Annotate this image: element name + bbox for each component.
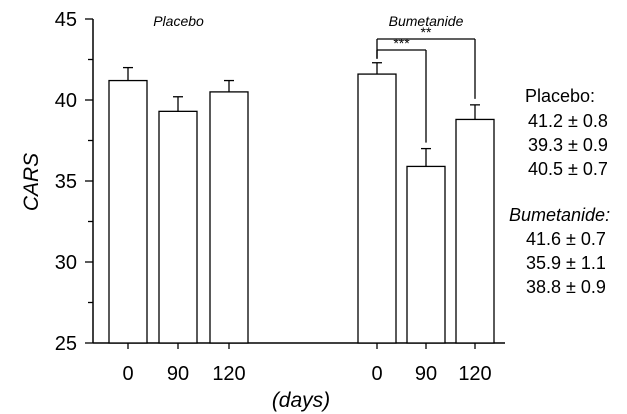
x-tick-label: 90 bbox=[415, 363, 437, 385]
y-tick-label: 30 bbox=[55, 252, 77, 274]
annotation-title: Placebo: bbox=[525, 86, 595, 106]
significance-layer: ***** bbox=[376, 24, 476, 143]
annotation-line: 41.6 ± 0.7 bbox=[526, 229, 606, 249]
annotation-line: 38.8 ± 0.9 bbox=[526, 277, 606, 297]
annotation-line: 40.5 ± 0.7 bbox=[528, 159, 608, 179]
significance-label: ** bbox=[421, 24, 432, 40]
y-tick-label: 40 bbox=[55, 90, 77, 112]
bar bbox=[209, 91, 249, 344]
annotation-line: 35.9 ± 1.1 bbox=[526, 253, 606, 273]
x-tick-label: 0 bbox=[371, 363, 382, 385]
bar bbox=[108, 79, 148, 344]
y-tick-label: 35 bbox=[55, 171, 77, 193]
x-axis-label: (days) bbox=[272, 389, 330, 412]
group-title: Placebo bbox=[153, 13, 204, 29]
x-tick-label: 0 bbox=[122, 363, 133, 385]
bar bbox=[357, 73, 397, 344]
bar bbox=[406, 165, 446, 344]
annotation-line: 41.2 ± 0.8 bbox=[528, 111, 608, 131]
annotation-line: 39.3 ± 0.9 bbox=[528, 135, 608, 155]
bar bbox=[158, 110, 198, 344]
bar bbox=[455, 118, 495, 344]
y-axis-label: CARS bbox=[20, 153, 43, 211]
y-tick-label: 45 bbox=[55, 9, 77, 31]
y-tick-label: 25 bbox=[55, 333, 77, 355]
bars-layer bbox=[108, 62, 495, 344]
chart-axes: 25 30 35 40 45 CARS (days) 0 90 120 Placebo 0 90 120 B… bbox=[20, 9, 505, 412]
annotation-panel: Placebo: 41.2 ± 0.8 39.3 ± 0.9 40.5 ± 0.7 Bu… bbox=[509, 86, 610, 297]
annotation-title: Bumetanide: bbox=[509, 205, 610, 225]
x-tick-label: 120 bbox=[212, 363, 245, 385]
x-tick-label: 90 bbox=[167, 363, 189, 385]
x-tick-label: 120 bbox=[458, 363, 491, 385]
significance-label: *** bbox=[393, 35, 410, 51]
group-title: Bumetanide bbox=[389, 13, 464, 29]
